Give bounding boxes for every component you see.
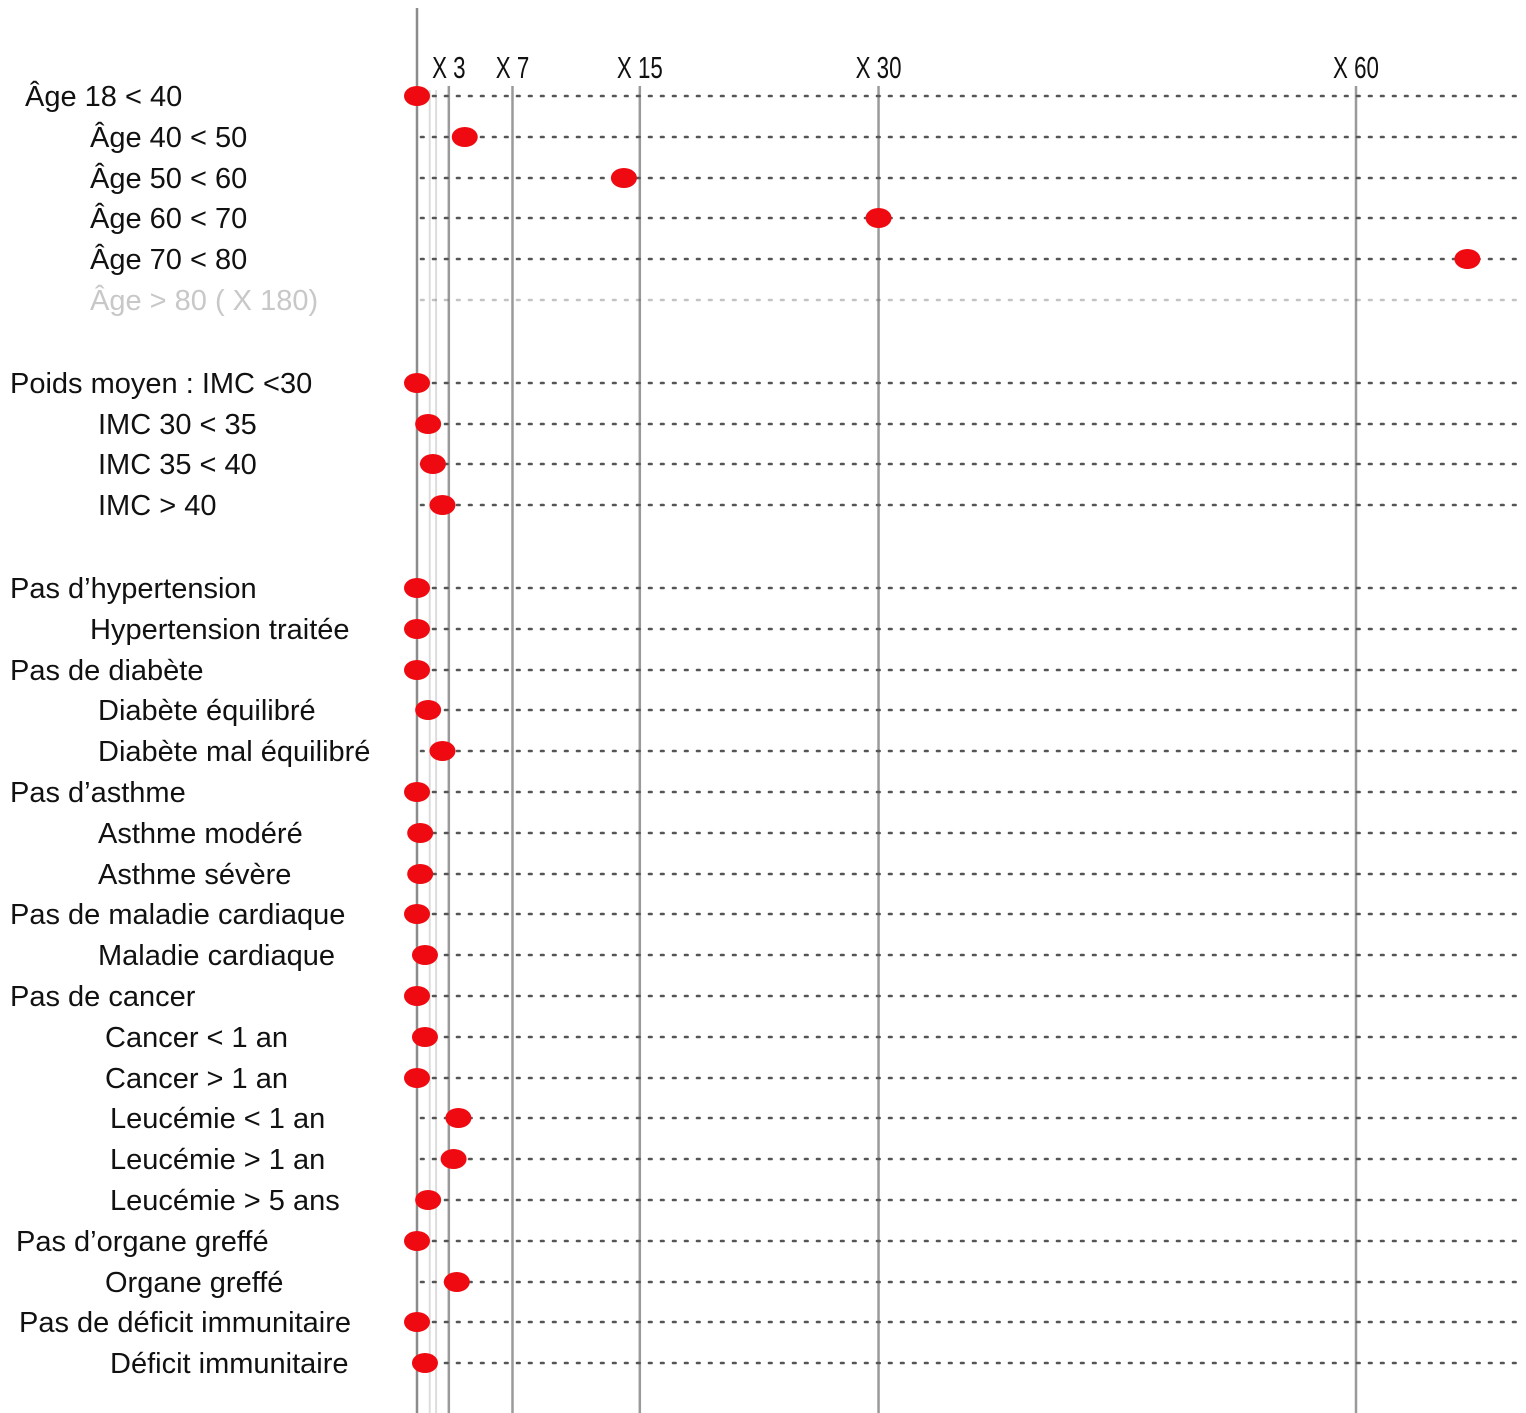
row-label: Diabète équilibré — [98, 695, 316, 727]
row-label: Âge 50 < 60 — [90, 162, 247, 195]
row-label: Maladie cardiaque — [98, 940, 335, 972]
row-label: Pas de déficit immunitaire — [19, 1307, 351, 1339]
risk-marker — [443, 1272, 470, 1292]
reference-tick-labels: X 3 X 7 X 15 X 30 X 60 — [432, 50, 1379, 84]
tick-label-x60: X 60 — [1333, 50, 1379, 84]
row-label: Asthme sévère — [98, 859, 291, 891]
risk-marker — [451, 127, 478, 147]
risk-marker — [404, 986, 430, 1006]
row-label: IMC > 40 — [98, 490, 216, 522]
tick-label-x30: X 30 — [856, 50, 902, 84]
row-label: Pas d’hypertension — [10, 573, 257, 605]
risk-marker — [404, 1231, 430, 1251]
row-label: IMC 30 < 35 — [98, 409, 257, 441]
row-label: Organe greffé — [105, 1267, 283, 1299]
risk-marker — [445, 1108, 472, 1128]
tick-label-x3: X 3 — [432, 50, 465, 84]
row-label: Pas d’asthme — [10, 777, 186, 809]
risk-marker — [440, 1149, 467, 1169]
row-label: Leucémie > 5 ans — [110, 1185, 340, 1217]
row-label: Hypertension traitée — [90, 614, 350, 646]
row-label: Leucémie < 1 an — [110, 1103, 325, 1135]
risk-marker — [865, 208, 892, 228]
risk-marker — [610, 168, 637, 188]
risk-marker — [1454, 249, 1481, 269]
risk-marker — [404, 578, 430, 598]
risk-marker — [411, 945, 438, 965]
tick-label-x7: X 7 — [496, 50, 529, 84]
row-dotted-lines — [419, 94, 1524, 1365]
risk-marker — [404, 373, 430, 393]
risk-marker — [404, 904, 430, 924]
row-label: Diabète mal équilibré — [98, 736, 370, 768]
risk-marker — [407, 823, 434, 843]
tick-label-x15: X 15 — [617, 50, 663, 84]
row-label: Âge 18 < 40 — [25, 80, 182, 113]
risk-marker — [411, 1027, 438, 1047]
risk-marker — [411, 1353, 438, 1373]
row-label: Cancer < 1 an — [105, 1022, 288, 1054]
risk-marker — [415, 1190, 442, 1210]
row-label: Cancer > 1 an — [105, 1063, 288, 1095]
risk-marker — [404, 86, 430, 106]
risk-marker — [404, 1312, 430, 1332]
row-label: Poids moyen : IMC <30 — [10, 368, 312, 400]
row-label: Pas de diabète — [10, 655, 203, 687]
row-label: Déficit immunitaire — [110, 1348, 349, 1380]
risk-marker — [415, 700, 442, 720]
risk-marker — [429, 495, 456, 515]
row-label: IMC 35 < 40 — [98, 449, 257, 481]
row-labels: Âge 18 < 40 Âge 40 < 50 Âge 50 < 60 Âge 60 … — [10, 80, 370, 1380]
risk-marker — [407, 864, 434, 884]
risk-marker — [419, 454, 446, 474]
grid-layer — [415, 8, 1358, 1413]
risk-marker — [404, 782, 430, 802]
row-label: Pas d’organe greffé — [16, 1226, 269, 1258]
row-label: Âge 70 < 80 — [90, 243, 247, 276]
risk-marker — [429, 741, 456, 761]
row-label: Leucémie > 1 an — [110, 1144, 325, 1176]
row-label: Âge 40 < 50 — [90, 121, 247, 154]
row-label: Âge > 80 ( X 180) — [90, 284, 318, 317]
risk-marker — [404, 619, 430, 639]
risk-markers — [404, 86, 1481, 1373]
row-label: Pas de cancer — [10, 981, 196, 1013]
row-label: Âge 60 < 70 — [90, 202, 247, 235]
risk-marker — [404, 660, 430, 680]
risk-marker — [404, 1068, 430, 1088]
risk-marker — [415, 414, 442, 434]
row-label: Pas de maladie cardiaque — [10, 899, 345, 931]
row-label: Asthme modéré — [98, 818, 303, 850]
